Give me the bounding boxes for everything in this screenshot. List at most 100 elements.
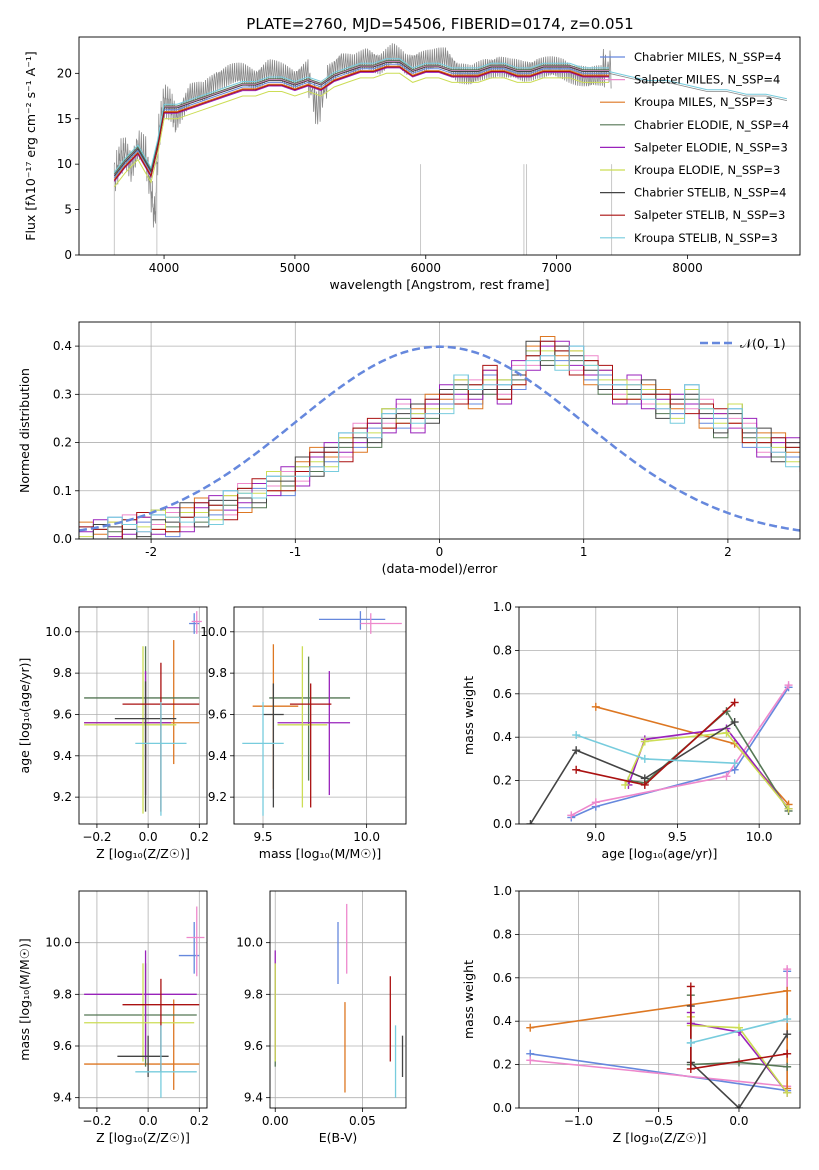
x-tick-label: 0.0 — [139, 830, 158, 844]
legend-label: Kroupa STELIB, N_SSP=3 — [634, 231, 778, 245]
observed-spectrum-tail — [608, 72, 787, 101]
legend-label: Kroupa ELODIE, N_SSP=3 — [634, 163, 780, 177]
error-bar-point — [277, 671, 351, 796]
y-tick-label: 9.6 — [53, 707, 72, 721]
y-tick-label: 0.6 — [493, 687, 512, 701]
x-tick-label: 0.2 — [190, 1114, 209, 1128]
plus-marker — [783, 1030, 792, 1039]
plus-marker — [526, 1056, 535, 1065]
x-tick-label: 9.0 — [586, 830, 605, 844]
normal-reference-curve — [79, 345, 800, 532]
y-tick-label: 0.0 — [493, 1101, 512, 1115]
plus-marker — [783, 986, 792, 995]
error-bar-point — [117, 1035, 169, 1077]
model-spectrum-line — [113, 63, 609, 179]
y-axis-label: mass weight — [461, 960, 476, 1039]
plus-marker — [591, 798, 600, 807]
y-tick-label: 0 — [64, 248, 72, 262]
x-tick-label: 0.0 — [729, 1114, 748, 1128]
chart-age-vs-z: −0.2 0.0 0.2 9.2 9.4 9.6 9.8 10.0 Z [log₁₀(Z/Z☉)… — [17, 606, 209, 861]
y-tick-label: 0.2 — [53, 436, 72, 450]
legend: Chabrier MILES, N_SSP=4 Salpeter MILES, N… — [600, 50, 789, 245]
x-tick-label: 9.5 — [253, 830, 272, 844]
x-tick-label: 8000 — [672, 261, 703, 275]
x-tick-label: 6000 — [410, 261, 441, 275]
plus-marker — [730, 698, 739, 707]
y-tick-label: 9.6 — [53, 1039, 72, 1053]
error-bar-point — [178, 922, 200, 974]
y-tick-label: 0.2 — [493, 774, 512, 788]
axes-frame — [78, 321, 801, 540]
y-axis-label: mass [log₁₀(M/M☉)] — [17, 938, 32, 1060]
model-spectrum-line — [113, 58, 609, 173]
mass-weight-series-line — [690, 1018, 788, 1044]
error-bar-point — [263, 683, 284, 808]
x-tick-label: 0.2 — [190, 830, 209, 844]
model-spectrum-tail — [608, 71, 788, 100]
error-bar-point — [186, 906, 205, 977]
axes-frame — [233, 606, 407, 825]
plus-marker — [621, 780, 630, 789]
y-tick-label: 9.8 — [53, 987, 72, 1001]
model-spectrum-line — [113, 60, 609, 175]
y-tick-label: 10.0 — [200, 625, 227, 639]
y-tick-label: 9.2 — [208, 790, 227, 804]
y-tick-label: 1.0 — [493, 884, 512, 898]
chart-mass-vs-z: −0.2 0.0 0.2 9.4 9.6 9.8 10.0 Z [log₁₀(Z/Z☉)] ma… — [17, 890, 209, 1145]
error-bar-point — [277, 646, 328, 808]
mass-weight-series-line — [529, 721, 736, 824]
model-spectrum-line — [113, 66, 609, 181]
x-tick-label: 7000 — [541, 261, 572, 275]
legend-label: Chabrier ELODIE, N_SSP=4 — [634, 118, 789, 132]
plus-marker — [686, 1038, 695, 1047]
legend-label: Kroupa MILES, N_SSP=3 — [634, 95, 773, 109]
y-tick-label: 0.0 — [493, 817, 512, 831]
x-axis-label: age [log₁₀(age/yr)] — [602, 846, 718, 861]
plus-marker — [640, 737, 649, 746]
y-tick-label: 9.8 — [53, 666, 72, 680]
x-tick-label: 0.00 — [262, 1114, 289, 1128]
plus-marker — [572, 765, 581, 774]
axes-frame — [78, 606, 208, 825]
y-tick-label: 9.2 — [53, 790, 72, 804]
axes-frame — [78, 890, 208, 1109]
x-axis-label: (data-model)/error — [382, 561, 499, 576]
legend-label: Chabrier MILES, N_SSP=4 — [634, 50, 781, 64]
plus-marker — [572, 731, 581, 740]
mass-weight-series-line — [570, 684, 790, 817]
model-spectrum-line — [113, 67, 609, 182]
y-tick-label: 0.4 — [53, 339, 72, 353]
x-axis-label: mass [log₁₀(M/M☉)] — [259, 846, 381, 861]
legend-label: Salpeter MILES, N_SSP=4 — [634, 73, 780, 87]
x-tick-label: 4000 — [149, 261, 180, 275]
mass-weight-series-line — [624, 732, 790, 810]
y-tick-label: 0.0 — [53, 532, 72, 546]
y-tick-label: 0.8 — [493, 643, 512, 657]
x-tick-label: 0.0 — [139, 1114, 158, 1128]
y-tick-label: 9.4 — [53, 749, 72, 763]
plot-area — [79, 322, 800, 539]
plus-marker — [567, 811, 576, 820]
plus-marker — [730, 759, 739, 768]
x-axis-label: Z [log₁₀(Z/Z☉)] — [96, 846, 190, 861]
plus-marker — [783, 1088, 792, 1097]
x-tick-label: 2 — [724, 545, 732, 559]
x-tick-label: −0.2 — [82, 830, 111, 844]
axes-frame — [78, 36, 801, 256]
y-tick-label: 10.0 — [45, 625, 72, 639]
y-tick-label: 0.2 — [493, 1058, 512, 1072]
y-tick-label: 9.4 — [53, 1091, 72, 1105]
chart-mass-weight-vs-age: 9.0 9.5 10.0 0.0 0.2 0.4 0.6 0.8 1.0 age [log₁₀(a… — [461, 600, 801, 861]
y-tick-label: 9.8 — [244, 987, 263, 1001]
axes-frame — [518, 890, 801, 1109]
x-axis-label: Z [log₁₀(Z/Z☉)] — [96, 1130, 190, 1145]
error-bar-point — [269, 656, 351, 781]
plot-area — [79, 891, 207, 1108]
chart-mass-weight-vs-z: −1.0 −0.5 0.0 0.0 0.2 0.4 0.6 0.8 1.0 Z [log₁₀(Z/… — [461, 884, 801, 1145]
plus-marker — [783, 1062, 792, 1071]
plus-marker — [526, 1023, 535, 1032]
y-tick-label: 0.6 — [493, 971, 512, 985]
x-tick-label: −0.2 — [82, 1114, 111, 1128]
